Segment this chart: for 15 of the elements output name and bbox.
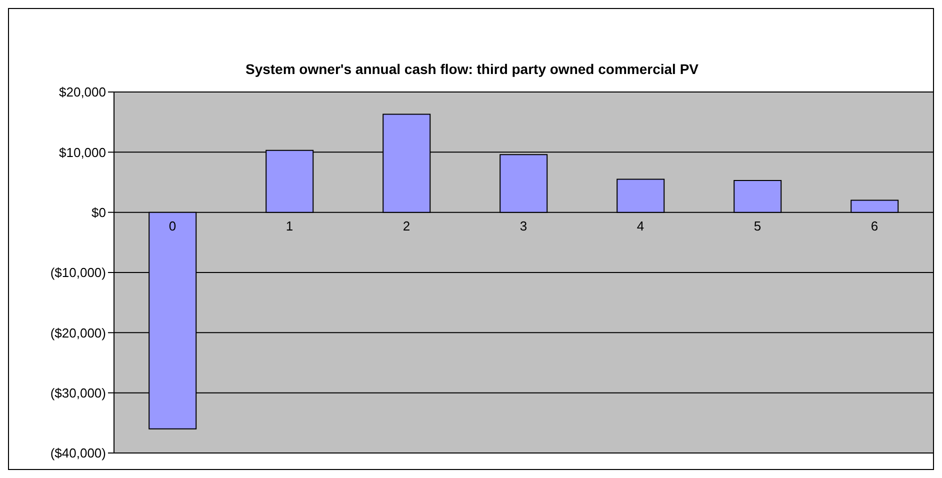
x-tick-label: 4: [636, 218, 644, 234]
y-tick-label: ($20,000): [50, 325, 106, 340]
y-tick-label: ($10,000): [50, 265, 106, 280]
chart-title: System owner's annual cash flow: third party owned commercial PV: [244, 61, 700, 77]
y-tick-label: ($30,000): [50, 385, 106, 400]
x-tick-label: 6: [870, 218, 878, 234]
y-tick-label: $10,000: [59, 144, 106, 160]
x-tick-label: 5: [754, 218, 762, 234]
y-tick-label: $20,000: [59, 84, 106, 100]
x-tick-label: 3: [520, 218, 528, 234]
y-tick-label: ($40,000): [50, 446, 106, 461]
x-tick-label: 0: [168, 218, 176, 234]
x-tick-label: 2: [402, 218, 410, 234]
x-tick-label: 1: [286, 218, 294, 234]
y-tick-label: $0: [92, 204, 106, 220]
